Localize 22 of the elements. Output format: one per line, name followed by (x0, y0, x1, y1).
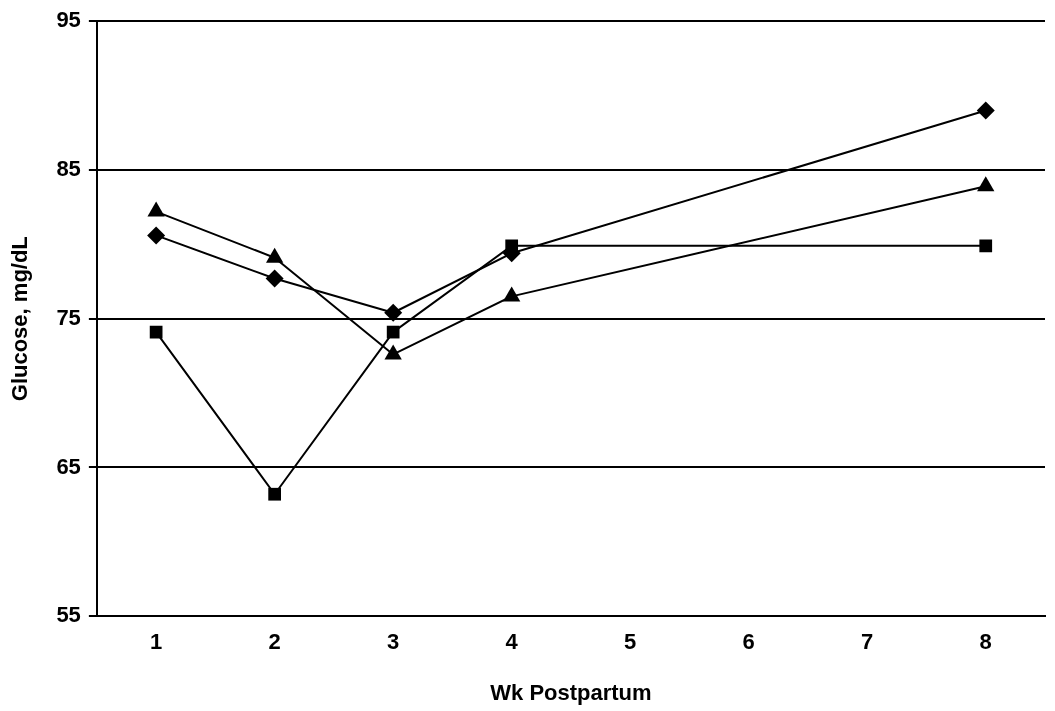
y-tick-label: 55 (56, 602, 81, 628)
point (976, 101, 995, 120)
x-tick-label: 3 (387, 629, 400, 655)
point (979, 239, 993, 253)
x-tick-label: 2 (268, 629, 281, 655)
point (147, 226, 166, 245)
x-tick-label: 8 (979, 629, 992, 655)
x-tick-label: 5 (624, 629, 637, 655)
point (386, 325, 400, 339)
x-tick-label: 6 (742, 629, 755, 655)
point (265, 269, 284, 288)
y-tick-label: 65 (56, 453, 81, 479)
point (384, 303, 403, 322)
y-axis-title: Glucose, mg/dL (7, 236, 33, 402)
point (268, 487, 282, 501)
y-tick-label: 75 (56, 304, 81, 330)
x-tick-label: 7 (861, 629, 874, 655)
x-tick-label: 4 (505, 629, 519, 655)
y-tick-label: 95 (56, 7, 81, 33)
x-tick-label: 1 (150, 629, 163, 655)
x-axis-title: Wk Postpartum (490, 679, 652, 705)
y-tick-label: 85 (56, 156, 81, 182)
